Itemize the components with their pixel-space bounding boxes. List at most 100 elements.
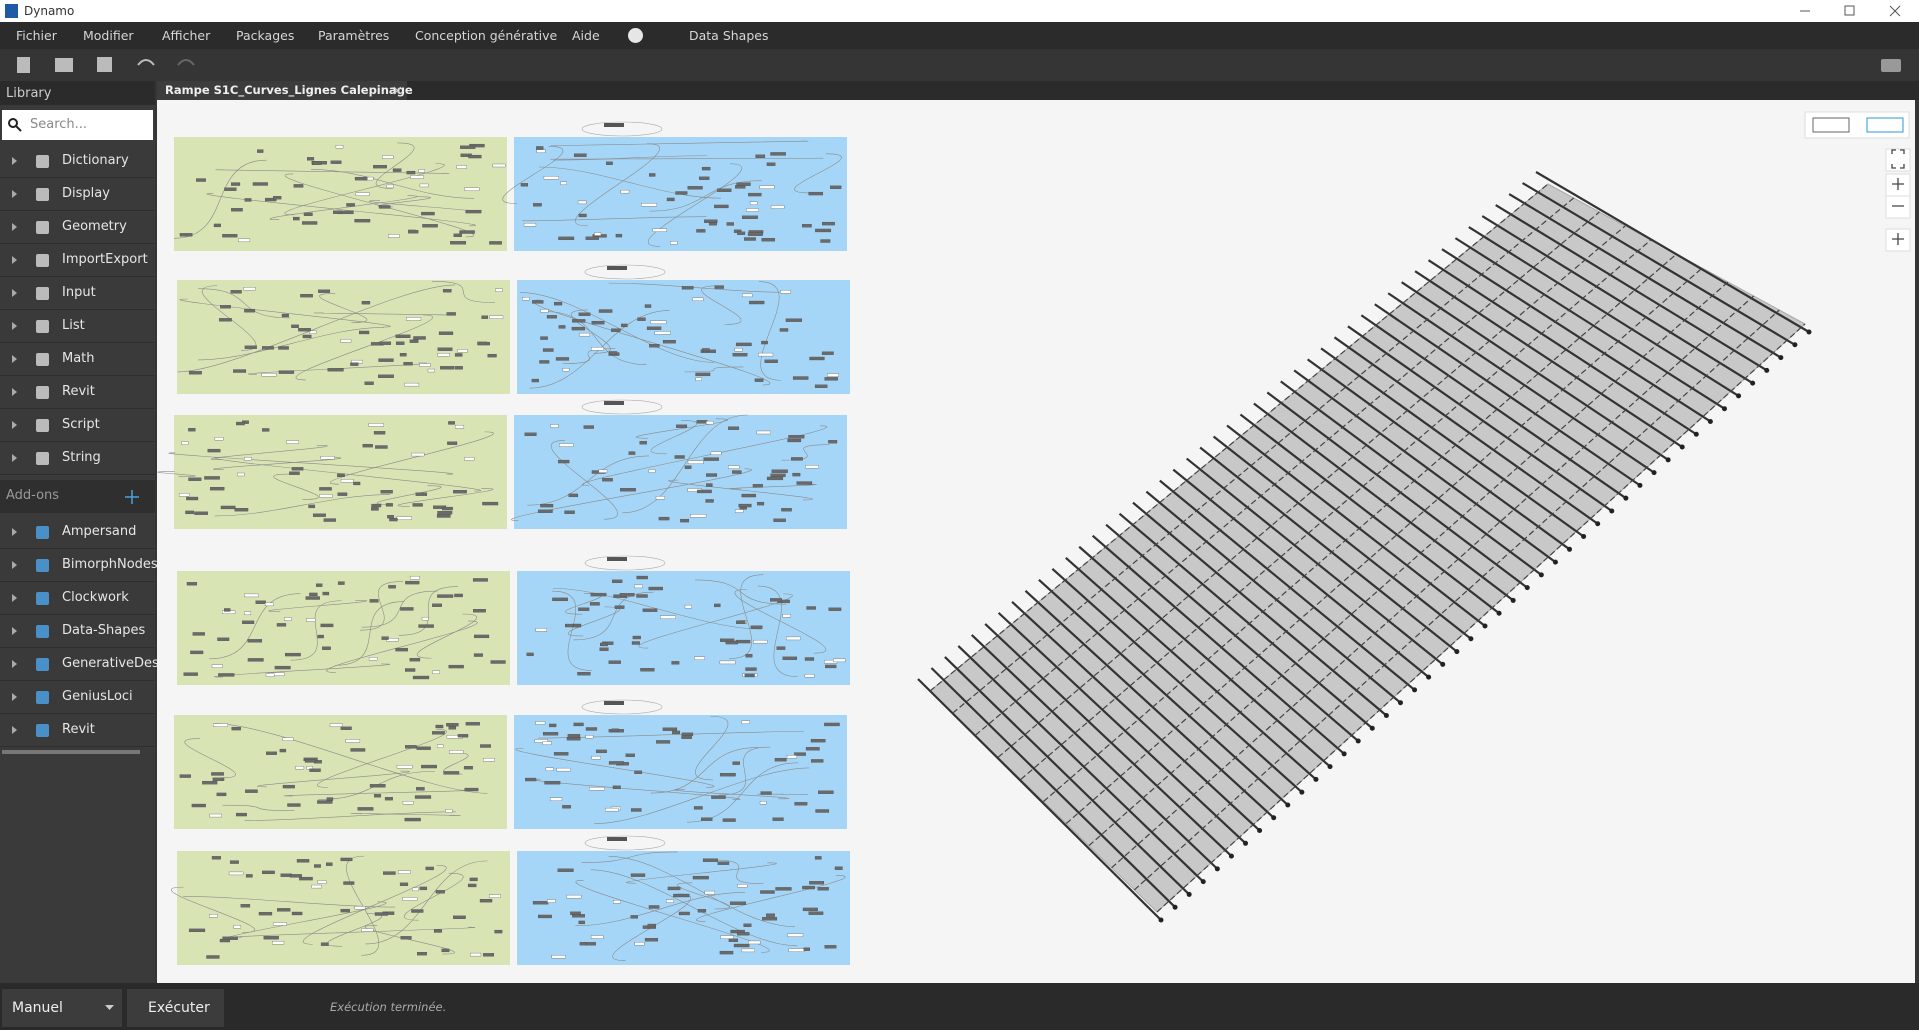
node [602,478,613,482]
rebar-longitudinal [929,183,1549,692]
node [741,720,750,724]
zoom-control[interactable] [1885,195,1911,219]
undo-icon[interactable] [137,59,155,66]
library-item[interactable]: Display [0,178,155,211]
open-icon[interactable] [55,58,73,72]
tab-close[interactable] [393,86,402,95]
tab[interactable]: Rampe S1C_Curves_Lignes Calepinage [157,81,413,100]
node [460,145,476,149]
node [676,424,688,428]
run-mode-dropdown[interactable]: Manuel [2,989,122,1027]
library-item[interactable]: GenerativeDesi [0,648,162,681]
node [810,738,826,743]
node [337,473,345,478]
zoom-control[interactable] [1885,148,1911,172]
library-item[interactable]: List [0,310,155,343]
rebar-transverse [1454,237,1726,410]
library-item[interactable]: Dictionary [0,145,155,178]
view-toggle[interactable] [1804,111,1910,139]
library-item[interactable]: Geometry [0,211,155,244]
library-item[interactable]: Ampersand [0,516,155,549]
library-item[interactable]: Math [0,343,155,376]
node [308,330,317,334]
library-item[interactable]: Data-Shapes [0,615,155,648]
menu-item[interactable]: Aide [572,28,600,43]
wire [622,414,748,514]
node [736,932,750,936]
menu-item[interactable]: Conception générative [415,28,558,43]
wire [359,581,403,631]
save-icon[interactable] [97,57,112,72]
menu-item[interactable]: Modifier [83,28,134,43]
add-icon[interactable] [124,489,140,505]
run-button[interactable]: Exécuter [127,989,224,1027]
library-item[interactable]: BimorphNodes [0,549,158,582]
geometry-view[interactable] [1812,117,1850,133]
library-item[interactable]: Revit [0,376,155,409]
search-box[interactable]: Search... [2,110,153,140]
menu-item[interactable]: Data Shapes [689,28,769,43]
node [305,596,320,600]
rebar-end [1524,585,1530,591]
toolbar-icons[interactable] [0,49,1919,81]
node [639,441,647,445]
node [207,448,221,453]
wire [695,716,729,781]
library-item[interactable]: Input [0,277,155,310]
library-item[interactable]: ImportExport [0,244,155,277]
node [299,876,313,881]
workspace[interactable] [157,100,1915,983]
node [684,465,692,469]
node [291,467,304,471]
library-item[interactable]: Revit [0,714,155,747]
node [522,297,530,301]
node [766,476,784,481]
wire [214,457,481,492]
group-note [607,557,627,561]
node [277,908,291,912]
node [531,378,539,383]
rebar-end [1707,418,1713,424]
wire [351,812,461,816]
library-item[interactable]: String [0,442,155,475]
menu-item[interactable]: Afficher [162,28,211,43]
library-item[interactable]: GeniusLoci [0,681,155,714]
node [319,494,333,498]
library-item[interactable]: Script [0,409,155,442]
redo-icon[interactable] [177,59,195,66]
new-icon[interactable] [17,57,30,73]
node [409,339,419,343]
node [637,317,646,321]
node [212,777,225,781]
menu-item[interactable]: Paramètres [318,28,390,43]
node [803,947,810,951]
window-controls[interactable] [1790,0,1919,22]
run-button-label: Exécuter [148,1000,210,1016]
rebar-transverse [1441,248,1711,423]
expand-arrow [12,421,17,429]
node [483,953,495,957]
node [312,513,326,517]
wire [198,288,291,319]
node [625,753,635,757]
node [438,331,454,335]
group-note [604,123,624,127]
library-item[interactable]: Clockwork [0,582,155,615]
scrollbar[interactable] [2,750,140,754]
library-item-label: Clockwork [62,590,129,605]
graph-view[interactable] [1866,117,1904,133]
menu-item[interactable]: Fichier [16,28,57,43]
node [233,369,247,373]
node [589,787,605,791]
node [781,508,792,512]
node [454,353,463,357]
node [456,165,467,169]
node [464,187,480,191]
camera-icon[interactable] [1881,59,1901,72]
wire [302,865,447,945]
node [571,326,586,331]
rebar-transverse [957,645,1205,883]
menu-item[interactable]: Packages [236,28,295,43]
node [411,452,425,457]
wire [177,284,456,373]
